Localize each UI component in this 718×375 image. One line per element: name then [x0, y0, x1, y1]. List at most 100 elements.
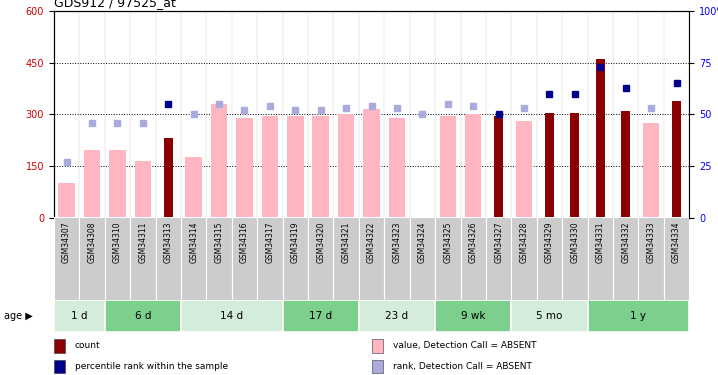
- Bar: [333, 217, 359, 300]
- Bar: [232, 217, 257, 300]
- Text: GSM34328: GSM34328: [520, 222, 528, 263]
- Text: 23 d: 23 d: [386, 311, 409, 321]
- Bar: [494, 116, 503, 218]
- Text: value, Detection Call = ABSENT: value, Detection Call = ABSENT: [393, 341, 536, 350]
- Text: percentile rank within the sample: percentile rank within the sample: [75, 362, 228, 371]
- Bar: [54, 300, 105, 332]
- Bar: [206, 217, 232, 300]
- Text: age ▶: age ▶: [4, 311, 32, 321]
- Bar: [283, 217, 308, 300]
- Text: GSM34325: GSM34325: [443, 222, 452, 263]
- Text: GSM34329: GSM34329: [545, 222, 554, 263]
- Bar: [587, 217, 613, 300]
- Bar: [465, 114, 482, 218]
- Bar: [570, 112, 579, 218]
- Text: GSM34334: GSM34334: [672, 222, 681, 263]
- Text: GDS912 / 97525_at: GDS912 / 97525_at: [54, 0, 176, 9]
- Bar: [613, 217, 638, 300]
- Text: GSM34321: GSM34321: [342, 222, 350, 263]
- Bar: [562, 217, 587, 300]
- Bar: [134, 161, 151, 218]
- Bar: [460, 217, 486, 300]
- Text: GSM34311: GSM34311: [139, 222, 147, 263]
- Text: GSM34319: GSM34319: [291, 222, 300, 263]
- Bar: [672, 100, 681, 218]
- Text: GSM34314: GSM34314: [189, 222, 198, 263]
- Text: 1 d: 1 d: [71, 311, 88, 321]
- Text: GSM34333: GSM34333: [647, 222, 656, 263]
- Text: GSM34322: GSM34322: [367, 222, 376, 263]
- Bar: [486, 217, 511, 300]
- Bar: [84, 150, 101, 217]
- Bar: [54, 360, 65, 373]
- Bar: [643, 123, 659, 218]
- Bar: [181, 217, 206, 300]
- Bar: [621, 111, 630, 218]
- Text: GSM34315: GSM34315: [215, 222, 223, 263]
- Text: GSM34331: GSM34331: [596, 222, 605, 263]
- Bar: [545, 112, 554, 218]
- Bar: [185, 158, 202, 218]
- Text: GSM34324: GSM34324: [418, 222, 427, 263]
- Bar: [596, 59, 605, 217]
- Bar: [130, 217, 156, 300]
- Text: GSM34310: GSM34310: [113, 222, 122, 263]
- Text: GSM34317: GSM34317: [266, 222, 274, 263]
- Bar: [410, 217, 435, 300]
- Text: GSM34323: GSM34323: [393, 222, 401, 263]
- Bar: [359, 217, 384, 300]
- Bar: [58, 183, 75, 218]
- Text: GSM34326: GSM34326: [469, 222, 477, 263]
- Bar: [587, 300, 689, 332]
- Bar: [257, 217, 283, 300]
- Bar: [308, 217, 333, 300]
- Text: GSM34308: GSM34308: [88, 222, 96, 263]
- Text: 17 d: 17 d: [309, 311, 332, 321]
- Bar: [156, 217, 181, 300]
- Bar: [261, 116, 278, 218]
- Bar: [54, 339, 65, 352]
- Bar: [105, 217, 130, 300]
- Bar: [638, 217, 664, 300]
- Text: count: count: [75, 341, 101, 350]
- Bar: [164, 138, 173, 218]
- Text: GSM34330: GSM34330: [570, 222, 579, 263]
- Bar: [511, 217, 537, 300]
- Bar: [516, 121, 532, 218]
- Bar: [105, 300, 181, 332]
- Text: rank, Detection Call = ABSENT: rank, Detection Call = ABSENT: [393, 362, 531, 371]
- Bar: [79, 217, 105, 300]
- Text: 6 d: 6 d: [134, 311, 151, 321]
- Bar: [511, 300, 587, 332]
- Text: 1 y: 1 y: [630, 311, 646, 321]
- Bar: [363, 109, 380, 217]
- Bar: [359, 300, 435, 332]
- Bar: [338, 114, 355, 218]
- Bar: [312, 116, 329, 218]
- Bar: [181, 300, 283, 332]
- Bar: [372, 360, 383, 373]
- Text: GSM34320: GSM34320: [316, 222, 325, 263]
- Bar: [435, 300, 511, 332]
- Bar: [287, 116, 304, 218]
- Bar: [211, 104, 228, 218]
- Bar: [372, 339, 383, 352]
- Bar: [537, 217, 562, 300]
- Bar: [664, 217, 689, 300]
- Text: GSM34316: GSM34316: [240, 222, 249, 263]
- Text: GSM34307: GSM34307: [62, 222, 71, 263]
- Text: 14 d: 14 d: [220, 311, 243, 321]
- Bar: [439, 116, 456, 218]
- Bar: [388, 118, 405, 218]
- Text: 9 wk: 9 wk: [461, 311, 485, 321]
- Bar: [236, 118, 253, 218]
- Bar: [384, 217, 410, 300]
- Text: 5 mo: 5 mo: [536, 311, 563, 321]
- Bar: [283, 300, 359, 332]
- Text: GSM34327: GSM34327: [494, 222, 503, 263]
- Bar: [109, 150, 126, 217]
- Text: GSM34332: GSM34332: [621, 222, 630, 263]
- Text: GSM34313: GSM34313: [164, 222, 173, 263]
- Bar: [435, 217, 460, 300]
- Bar: [54, 217, 79, 300]
